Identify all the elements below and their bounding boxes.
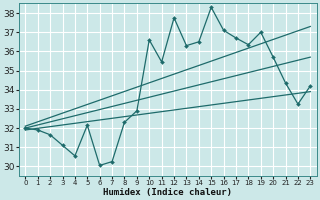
X-axis label: Humidex (Indice chaleur): Humidex (Indice chaleur) xyxy=(103,188,232,197)
